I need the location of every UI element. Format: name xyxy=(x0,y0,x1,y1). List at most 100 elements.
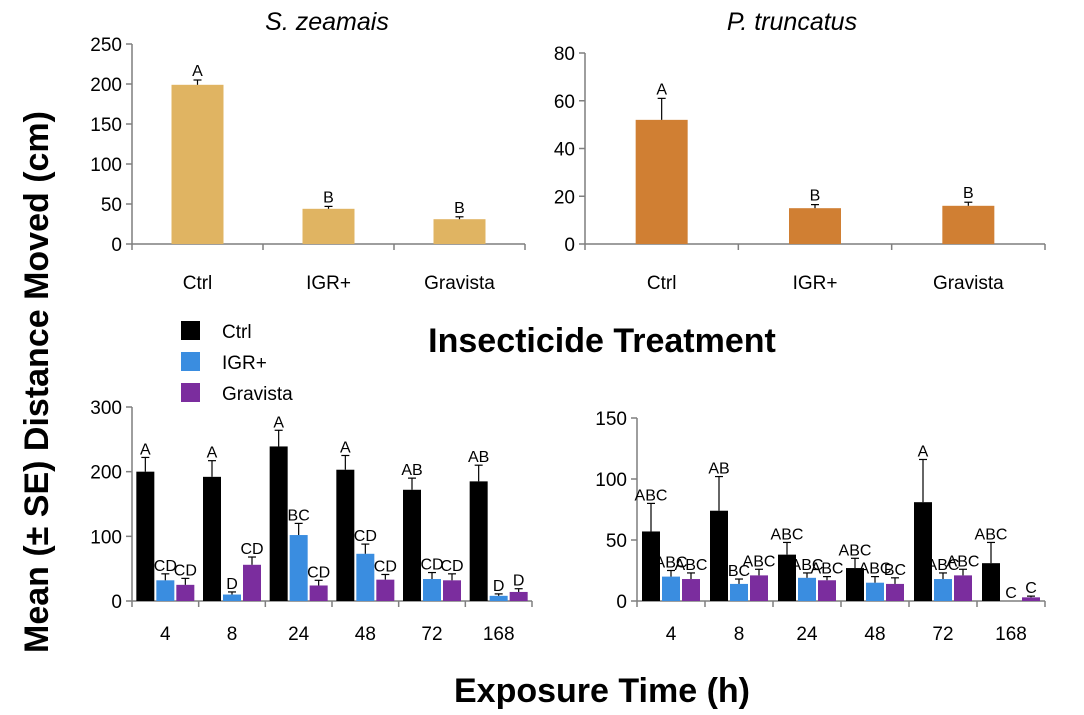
y-tick-label: 150 xyxy=(595,409,627,430)
legend-label: Gravista xyxy=(222,384,293,405)
bar xyxy=(798,577,816,601)
x-tick-label: 168 xyxy=(995,624,1027,645)
bar xyxy=(642,531,660,601)
bar xyxy=(403,489,421,601)
significance-letter: A xyxy=(340,440,351,457)
significance-letter: CD xyxy=(154,558,177,575)
significance-letter: BC xyxy=(728,563,750,580)
legend: Ctrl IGR+ Gravista xyxy=(181,321,293,405)
x-tick-label: 72 xyxy=(421,624,442,645)
x-tick-label: 4 xyxy=(666,624,677,645)
bar xyxy=(846,568,864,601)
significance-letter: B xyxy=(323,189,334,206)
significance-letter: AB xyxy=(468,449,489,466)
significance-letter: ABC xyxy=(743,553,776,570)
y-tick-label: 40 xyxy=(554,140,575,161)
bar xyxy=(886,583,904,601)
significance-letter: CD xyxy=(307,564,330,581)
y-tick-label: 250 xyxy=(90,35,122,56)
significance-letter: C xyxy=(1005,585,1017,602)
legend-swatch xyxy=(181,383,200,402)
significance-letter: B xyxy=(963,185,974,202)
bar xyxy=(171,84,224,244)
y-tick-label: 100 xyxy=(90,527,122,548)
bar xyxy=(682,579,700,601)
significance-letter: ABC xyxy=(839,542,872,559)
bar xyxy=(489,595,508,601)
bar xyxy=(203,476,221,601)
bar xyxy=(269,446,288,601)
significance-letter: ABC xyxy=(635,487,668,504)
y-tick-label: 0 xyxy=(111,592,122,613)
bottom-axis-label: Exposure Time (h) xyxy=(454,672,750,710)
x-tick-label: 8 xyxy=(734,624,745,645)
significance-letter: CD xyxy=(420,557,443,574)
y-tick-label: 0 xyxy=(564,235,575,256)
bar xyxy=(243,564,261,601)
significance-letter: ABC xyxy=(975,526,1008,543)
bar xyxy=(223,594,241,601)
significance-letter: A xyxy=(140,441,151,458)
significance-letter: CD xyxy=(440,558,463,575)
x-tick-label: 4 xyxy=(160,624,171,645)
significance-letter: C xyxy=(1025,580,1037,597)
legend-swatch xyxy=(181,352,200,371)
bar xyxy=(942,205,995,244)
x-tick-label: IGR+ xyxy=(793,273,838,294)
bar xyxy=(866,582,884,601)
legend-label: IGR+ xyxy=(222,353,267,374)
significance-letter: BC xyxy=(288,507,310,524)
x-tick-label: 24 xyxy=(288,624,310,645)
y-tick-label: 0 xyxy=(111,235,122,256)
bar xyxy=(750,575,768,601)
bar xyxy=(509,591,528,601)
y-tick-label: 20 xyxy=(554,187,575,208)
significance-letter: AB xyxy=(401,462,422,479)
x-tick-label: Gravista xyxy=(933,273,1004,294)
significance-letter: ABC xyxy=(859,561,892,578)
chart-2-title: P. truncatus xyxy=(727,8,857,36)
bar xyxy=(1022,597,1040,601)
significance-letter: BC xyxy=(884,562,906,579)
middle-axis-label: Insecticide Treatment xyxy=(428,322,776,360)
bar xyxy=(423,579,441,601)
significance-letter: D xyxy=(226,576,238,593)
bar xyxy=(934,579,952,601)
bar xyxy=(309,585,328,601)
y-axis-label: Mean (± SE) Distance Moved (cm) xyxy=(18,111,56,653)
significance-letter: ABC xyxy=(771,526,804,543)
bar xyxy=(136,471,155,601)
y-tick-label: 200 xyxy=(90,463,122,484)
bar xyxy=(635,119,688,244)
x-tick-label: 48 xyxy=(864,624,885,645)
bar xyxy=(433,219,486,244)
chart-1: 0 50 100 150 200 250 Ctrl IGR+ Gravista A B B xyxy=(90,35,526,294)
legend-label: Ctrl xyxy=(222,322,252,343)
y-tick-label: 200 xyxy=(90,75,122,96)
chart-1-title: S. zeamais xyxy=(265,8,389,36)
bar xyxy=(778,554,796,601)
bar xyxy=(469,481,488,601)
bar xyxy=(662,576,680,601)
bar xyxy=(336,469,355,601)
x-tick-label: 8 xyxy=(227,624,238,645)
x-tick-label: 72 xyxy=(932,624,953,645)
bar xyxy=(356,553,375,601)
significance-letter: D xyxy=(513,573,525,590)
bar xyxy=(914,502,932,601)
bar xyxy=(789,208,841,244)
significance-letter: ABC xyxy=(927,557,960,574)
bar xyxy=(710,510,728,601)
x-tick-label: Gravista xyxy=(424,273,495,294)
x-tick-label: 168 xyxy=(483,624,515,645)
x-tick-label: 24 xyxy=(796,624,818,645)
significance-letter: CD xyxy=(374,558,397,575)
x-tick-label: Ctrl xyxy=(647,273,677,294)
bar xyxy=(443,580,461,601)
y-tick-label: 80 xyxy=(554,44,575,65)
significance-letter: B xyxy=(454,200,465,217)
significance-letter: B xyxy=(810,188,821,205)
bar xyxy=(818,580,836,601)
